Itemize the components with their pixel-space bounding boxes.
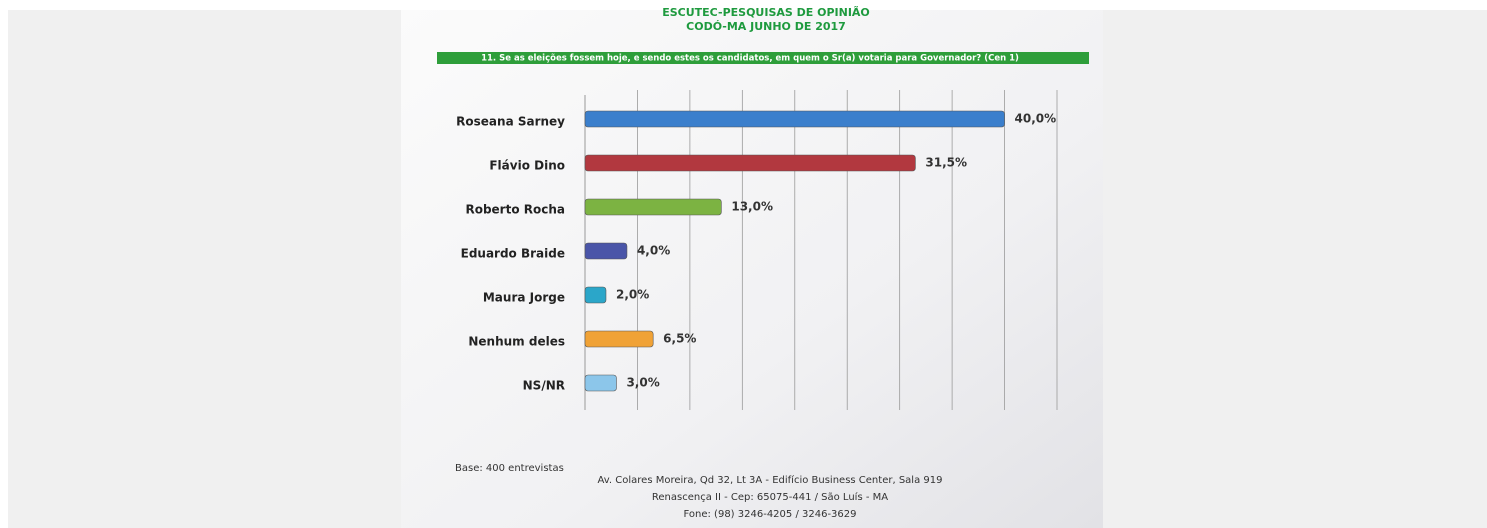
bar <box>585 243 627 259</box>
category-label: Nenhum deles <box>468 335 565 349</box>
value-label: 6,5% <box>663 332 696 346</box>
category-label: Roberto Rocha <box>465 203 565 217</box>
bar <box>585 155 915 171</box>
bar <box>585 375 616 391</box>
bar <box>585 199 721 215</box>
value-label: 13,0% <box>731 200 773 214</box>
category-label: Maura Jorge <box>483 291 565 305</box>
base-note: Base: 400 entrevistas <box>455 463 564 474</box>
paper <box>401 10 1103 528</box>
category-label: Eduardo Braide <box>461 247 565 261</box>
chart-title: 11. Se as eleições fossem hoje, e sendo … <box>481 54 1019 64</box>
bar <box>585 287 606 303</box>
address-line: Fone: (98) 3246-4205 / 3246-3629 <box>684 509 857 520</box>
header-subtitle: CODÓ-MA JUNHO DE 2017 <box>686 20 846 33</box>
address-line: Av. Colares Moreira, Qd 32, Lt 3A - Edif… <box>598 474 943 486</box>
value-label: 3,0% <box>626 376 659 390</box>
header-title: ESCUTEC-PESQUISAS DE OPINIÃO <box>662 6 870 19</box>
category-label: NS/NR <box>523 379 565 393</box>
value-label: 31,5% <box>925 156 967 170</box>
bar <box>585 331 653 347</box>
value-label: 2,0% <box>616 288 649 302</box>
category-label: Roseana Sarney <box>456 115 565 129</box>
value-label: 40,0% <box>1015 112 1057 126</box>
bar <box>585 111 1005 127</box>
category-label: Flávio Dino <box>489 159 565 173</box>
screenshot: ESCUTEC-PESQUISAS DE OPINIÃO CODÓ-MA JUN… <box>0 0 1487 528</box>
address-line: Renascença II - Cep: 65075-441 / São Luí… <box>652 491 888 503</box>
value-label: 4,0% <box>637 244 670 258</box>
